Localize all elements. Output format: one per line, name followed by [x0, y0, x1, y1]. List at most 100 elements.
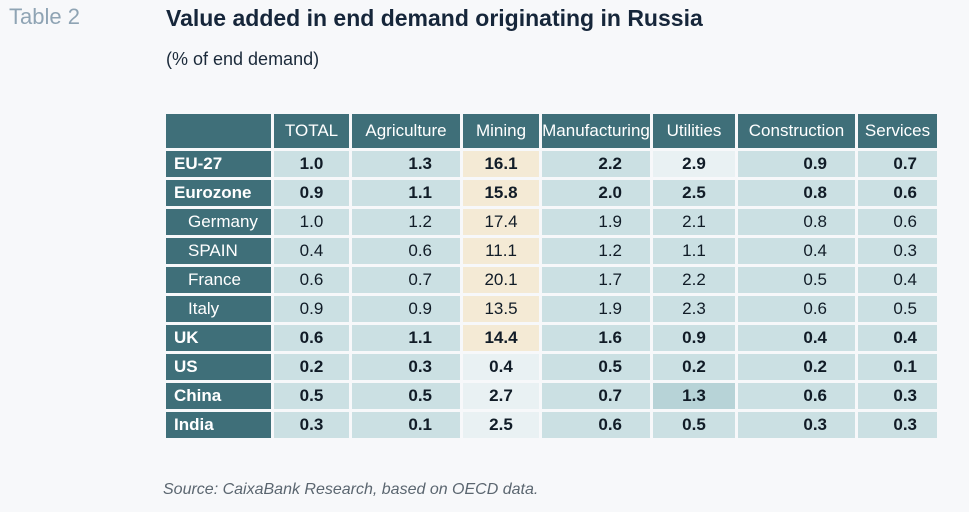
- table-cell: 0.6: [352, 238, 460, 264]
- table-cell: 17.4: [463, 209, 539, 235]
- table-cell: 11.1: [463, 238, 539, 264]
- table-cell: 0.6: [858, 209, 937, 235]
- table-cell: 2.3: [653, 296, 735, 322]
- table-cell: 0.7: [352, 267, 460, 293]
- row-label: UK: [166, 325, 271, 351]
- table-cell: 0.3: [858, 383, 937, 409]
- table-cell: 1.1: [653, 238, 735, 264]
- table-cell: 0.4: [738, 325, 855, 351]
- table-cell: 1.9: [542, 209, 650, 235]
- row-label: France: [166, 267, 271, 293]
- table-cell: 1.0: [274, 151, 349, 177]
- table-cell: 0.3: [274, 412, 349, 438]
- table-cell: 0.9: [274, 180, 349, 206]
- table-cell: 0.3: [858, 238, 937, 264]
- table-cell: 15.8: [463, 180, 539, 206]
- row-label: Germany: [166, 209, 271, 235]
- table-cell: 1.2: [542, 238, 650, 264]
- table-subtitle: (% of end demand): [166, 49, 320, 69]
- table-cell: 1.2: [352, 209, 460, 235]
- table-row: France 0.6 0.7 20.1 1.7 2.2 0.5 0.4: [166, 267, 937, 293]
- source-note: Source: CaixaBank Research, based on OEC…: [163, 481, 539, 498]
- table-cell: 0.5: [352, 383, 460, 409]
- table-cell: 0.5: [653, 412, 735, 438]
- table-cell: 0.1: [858, 354, 937, 380]
- table-cell: 0.5: [858, 296, 937, 322]
- table-cell: 14.4: [463, 325, 539, 351]
- table-cell: 0.9: [653, 325, 735, 351]
- column-header: Services: [858, 114, 937, 148]
- table-cell: 0.9: [352, 296, 460, 322]
- table-cell: 2.5: [463, 412, 539, 438]
- header-corner: [166, 114, 271, 148]
- table-row: UK 0.6 1.1 14.4 1.6 0.9 0.4 0.4: [166, 325, 937, 351]
- row-label: Italy: [166, 296, 271, 322]
- header-row: TOTAL Agriculture Mining Manufacturing U…: [166, 114, 937, 148]
- row-label: EU-27: [166, 151, 271, 177]
- table-row: Italy 0.9 0.9 13.5 1.9 2.3 0.6 0.5: [166, 296, 937, 322]
- table-cell: 0.4: [858, 325, 937, 351]
- table-cell: 0.6: [274, 267, 349, 293]
- table-cell: 0.4: [463, 354, 539, 380]
- row-label: India: [166, 412, 271, 438]
- column-header: TOTAL: [274, 114, 349, 148]
- table-cell: 0.7: [858, 151, 937, 177]
- table-cell: 0.6: [738, 383, 855, 409]
- table-cell: 2.7: [463, 383, 539, 409]
- row-label: Eurozone: [166, 180, 271, 206]
- table-row: Germany 1.0 1.2 17.4 1.9 2.1 0.8 0.6: [166, 209, 937, 235]
- row-label: US: [166, 354, 271, 380]
- table-cell: 0.9: [738, 151, 855, 177]
- table-cell: 0.8: [738, 209, 855, 235]
- column-header: Utilities: [653, 114, 735, 148]
- column-header: Mining: [463, 114, 539, 148]
- table-row: EU-27 1.0 1.3 16.1 2.2 2.9 0.9 0.7: [166, 151, 937, 177]
- column-header: Agriculture: [352, 114, 460, 148]
- table-cell: 1.7: [542, 267, 650, 293]
- table-cell: 0.2: [653, 354, 735, 380]
- table-cell: 0.1: [352, 412, 460, 438]
- table-cell: 0.6: [858, 180, 937, 206]
- table-cell: 1.3: [653, 383, 735, 409]
- table-cell: 0.5: [274, 383, 349, 409]
- table-cell: 0.2: [738, 354, 855, 380]
- table-cell: 0.6: [542, 412, 650, 438]
- column-header: Manufacturing: [542, 114, 650, 148]
- table-title: Value added in end demand originating in…: [166, 5, 703, 31]
- table-cell: 2.0: [542, 180, 650, 206]
- table-cell: 0.5: [738, 267, 855, 293]
- table-cell: 1.6: [542, 325, 650, 351]
- table-row: China 0.5 0.5 2.7 0.7 1.3 0.6 0.3: [166, 383, 937, 409]
- table-cell: 0.7: [542, 383, 650, 409]
- table-cell: 16.1: [463, 151, 539, 177]
- table-cell: 2.9: [653, 151, 735, 177]
- table-cell: 0.9: [274, 296, 349, 322]
- row-label: SPAIN: [166, 238, 271, 264]
- table-cell: 2.1: [653, 209, 735, 235]
- table-cell: 0.2: [274, 354, 349, 380]
- table-cell: 0.3: [858, 412, 937, 438]
- table-cell: 2.2: [653, 267, 735, 293]
- table-row: US 0.2 0.3 0.4 0.5 0.2 0.2 0.1: [166, 354, 937, 380]
- table-cell: 1.0: [274, 209, 349, 235]
- table-row: SPAIN 0.4 0.6 11.1 1.2 1.1 0.4 0.3: [166, 238, 937, 264]
- table-cell: 0.8: [738, 180, 855, 206]
- table-cell: 0.3: [352, 354, 460, 380]
- column-header: Construction: [738, 114, 855, 148]
- table-row: Eurozone 0.9 1.1 15.8 2.0 2.5 0.8 0.6: [166, 180, 937, 206]
- table-cell: 1.3: [352, 151, 460, 177]
- table-cell: 2.5: [653, 180, 735, 206]
- table-cell: 0.4: [274, 238, 349, 264]
- table-cell: 1.1: [352, 180, 460, 206]
- table-cell: 20.1: [463, 267, 539, 293]
- table-cell: 2.2: [542, 151, 650, 177]
- data-table: TOTAL Agriculture Mining Manufacturing U…: [163, 111, 940, 441]
- table-cell: 0.6: [738, 296, 855, 322]
- table-cell: 13.5: [463, 296, 539, 322]
- row-label: China: [166, 383, 271, 409]
- table-cell: 1.9: [542, 296, 650, 322]
- table-label: Table 2: [9, 4, 80, 29]
- table-cell: 1.1: [352, 325, 460, 351]
- table-row: India 0.3 0.1 2.5 0.6 0.5 0.3 0.3: [166, 412, 937, 438]
- table-cell: 0.4: [858, 267, 937, 293]
